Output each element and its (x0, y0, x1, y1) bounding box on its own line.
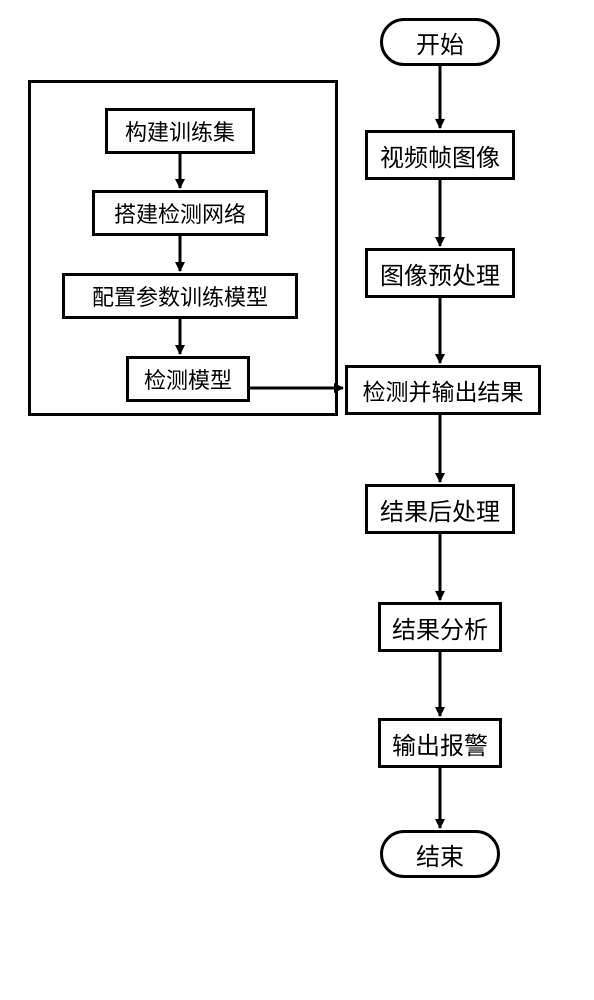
end-node: 结束 (380, 830, 500, 878)
node-label: 输出报警 (392, 726, 488, 761)
subflow-node-build-network: 搭建检测网络 (92, 190, 268, 236)
node-label: 图像预处理 (380, 256, 500, 291)
main-node-analyze: 结果分析 (378, 602, 502, 652)
main-node-video-frame: 视频帧图像 (365, 130, 515, 180)
main-node-alarm: 输出报警 (378, 718, 502, 768)
main-node-postprocess: 结果后处理 (365, 484, 515, 534)
subflow-node-configure-train: 配置参数训练模型 (62, 273, 298, 319)
main-node-detect-output: 检测并输出结果 (345, 365, 541, 415)
start-node: 开始 (380, 18, 500, 66)
node-label: 构建训练集 (125, 115, 235, 147)
subflow-node-build-training-set: 构建训练集 (105, 108, 255, 154)
node-label: 开始 (416, 25, 464, 60)
node-label: 搭建检测网络 (114, 197, 246, 229)
node-label: 检测并输出结果 (363, 373, 524, 407)
node-label: 结束 (416, 837, 464, 872)
node-label: 结果分析 (392, 610, 488, 645)
node-label: 视频帧图像 (380, 138, 500, 173)
node-label: 检测模型 (144, 363, 232, 395)
main-node-preprocess: 图像预处理 (365, 248, 515, 298)
node-label: 结果后处理 (380, 492, 500, 527)
subflow-node-detection-model: 检测模型 (126, 356, 250, 402)
node-label: 配置参数训练模型 (92, 280, 268, 312)
